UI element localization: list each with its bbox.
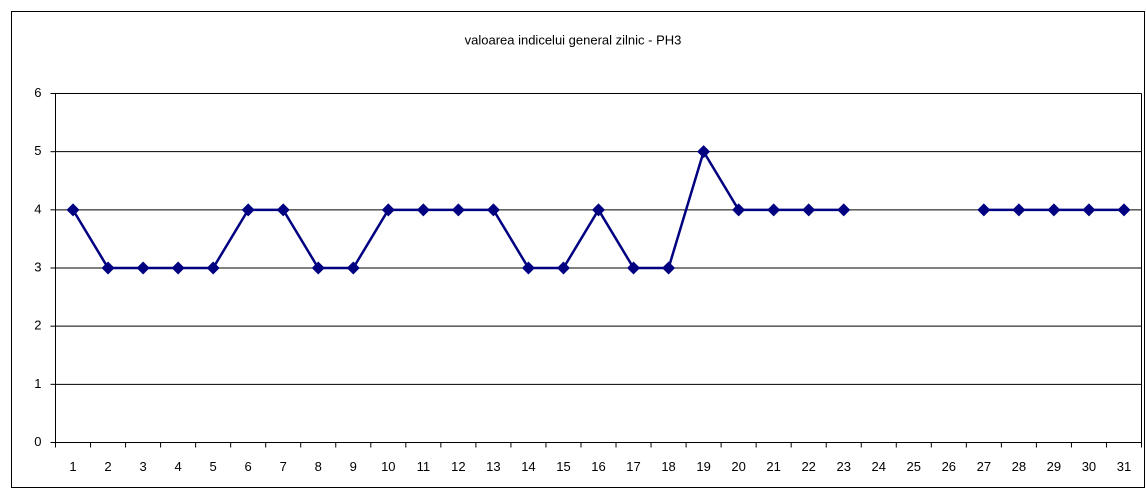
point-marker [592, 203, 605, 217]
point-marker [66, 203, 80, 217]
point-marker [697, 145, 711, 159]
x-tick-label: 29 [1047, 459, 1061, 474]
x-tick-label: 23 [836, 459, 850, 474]
x-tick-label: 14 [521, 459, 535, 474]
point-marker [171, 261, 185, 275]
point-marker [346, 261, 360, 275]
y-tick-label: 0 [34, 434, 41, 449]
point-marker [521, 261, 535, 275]
y-tick-label: 5 [34, 143, 41, 158]
point-marker [627, 261, 641, 275]
point-marker [206, 261, 220, 275]
point-marker [486, 203, 500, 217]
x-tick-label: 15 [556, 459, 570, 474]
point-marker [1117, 203, 1131, 217]
x-tick-label: 3 [139, 459, 146, 474]
x-tick-label: 2 [104, 459, 111, 474]
x-tick-label: 12 [451, 459, 465, 474]
x-tick-label: 26 [942, 459, 956, 474]
x-tick-label: 25 [907, 459, 921, 474]
x-tick-label: 22 [801, 459, 815, 474]
point-marker [1047, 203, 1061, 217]
y-tick-label: 1 [34, 376, 41, 391]
x-tick-label: 5 [210, 459, 217, 474]
x-tick-label: 6 [245, 459, 252, 474]
point-marker [732, 203, 746, 217]
point-marker [311, 261, 325, 275]
point-marker [1082, 203, 1096, 217]
y-tick-label: 6 [34, 85, 41, 100]
x-tick-label: 28 [1012, 459, 1026, 474]
x-tick-label: 21 [766, 459, 780, 474]
chart-frame [11, 11, 1145, 488]
x-tick-label: 7 [280, 459, 287, 474]
x-tick-label: 16 [591, 459, 605, 474]
x-tick-label: 17 [626, 459, 640, 474]
x-tick-label: 20 [731, 459, 745, 474]
x-tick-label: 30 [1082, 459, 1096, 474]
point-marker [556, 261, 570, 275]
point-marker [451, 203, 465, 217]
point-marker [101, 261, 115, 275]
x-tick-label: 18 [661, 459, 675, 474]
point-marker [1012, 203, 1026, 217]
point-marker [381, 203, 395, 217]
x-tick-label: 1 [69, 459, 76, 474]
x-tick-label: 9 [350, 459, 357, 474]
chart-title: valoarea indicelui general zilnic - PH3 [465, 32, 682, 47]
point-marker [837, 203, 851, 217]
x-tick-label: 4 [174, 459, 181, 474]
x-tick-label: 19 [696, 459, 710, 474]
point-marker [416, 203, 430, 217]
point-marker [136, 261, 150, 275]
point-marker [767, 203, 781, 217]
x-tick-label: 31 [1117, 459, 1131, 474]
y-tick-label: 2 [34, 318, 41, 333]
point-marker [241, 203, 255, 217]
x-tick-label: 8 [315, 459, 322, 474]
x-tick-label: 11 [417, 459, 431, 474]
y-tick-label: 3 [34, 259, 41, 274]
y-tick-label: 4 [34, 201, 41, 216]
x-tick-label: 27 [977, 459, 991, 474]
point-marker [276, 203, 290, 217]
point-marker [802, 203, 816, 217]
point-marker [977, 203, 991, 217]
x-tick-label: 10 [381, 459, 395, 474]
x-tick-label: 24 [872, 459, 886, 474]
point-marker [662, 261, 676, 275]
x-tick-label: 13 [486, 459, 500, 474]
